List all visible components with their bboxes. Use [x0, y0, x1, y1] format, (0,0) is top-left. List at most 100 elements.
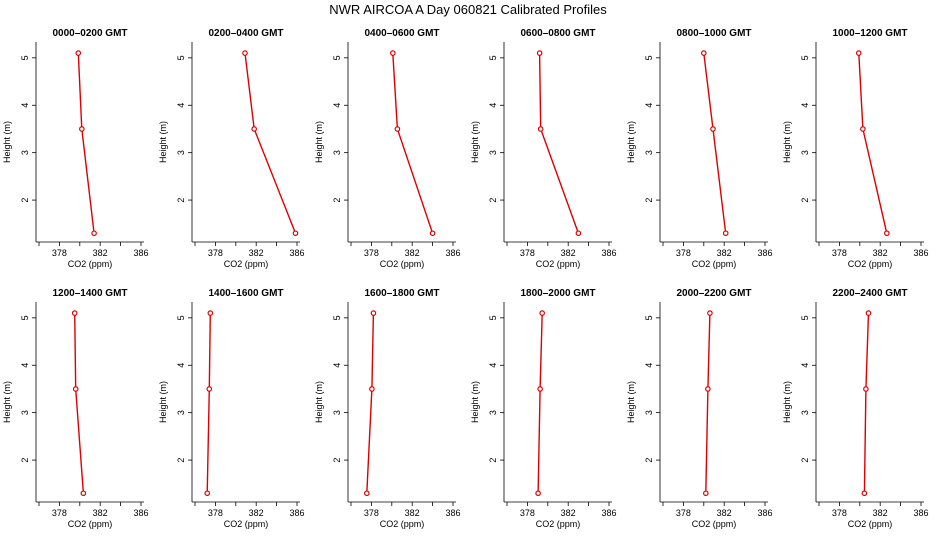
y-axis-label: Height (m) [626, 381, 636, 423]
y-tick-label: 2 [176, 198, 186, 203]
x-tick-label: 378 [676, 508, 691, 518]
panel-3: 0400–0600 GMT 378 382 386 2 3 4 5 CO2 (ppm) Heigh… [314, 28, 461, 269]
data-point [884, 230, 890, 237]
x-tick-label: 386 [913, 248, 928, 258]
panel-title: 0400–0600 GMT [364, 28, 439, 39]
panel-4: 0600–0800 GMT 378 382 386 2 3 4 5 CO2 (ppm) Heigh… [470, 28, 617, 269]
x-tick-label: 378 [520, 508, 535, 518]
data-point [91, 230, 97, 237]
y-tick-label: 3 [488, 150, 498, 155]
y-tick-label: 2 [644, 198, 654, 203]
y-tick-label: 2 [644, 458, 654, 463]
panel-title: 0200–0400 GMT [208, 28, 283, 39]
y-tick-label: 4 [488, 363, 498, 368]
y-tick-label: 5 [332, 55, 342, 60]
x-tick-label: 382 [561, 508, 576, 518]
profile-line [538, 53, 580, 234]
data-point [242, 50, 248, 56]
profile-line [244, 53, 297, 234]
x-tick-label: 386 [445, 508, 460, 518]
y-tick-label: 4 [800, 363, 810, 368]
panel-title: 1200–1400 GMT [52, 288, 127, 299]
data-point [575, 230, 582, 237]
panel-10: 1800–2000 GMT 378 382 386 2 3 4 5 CO2 (ppm) Heigh… [470, 288, 617, 529]
panel-1: 0000–0200 GMT 378 382 386 2 3 4 5 CO2 (ppm) Heigh… [2, 28, 149, 269]
x-axis-label: CO2 (ppm) [224, 519, 269, 529]
y-tick-label: 4 [20, 363, 30, 368]
data-point [707, 310, 713, 316]
y-axis-label: Height (m) [314, 381, 324, 423]
profile-line [366, 313, 375, 494]
y-tick-label: 4 [800, 103, 810, 108]
panel-title: 1600–1800 GMT [364, 288, 439, 299]
y-tick-label: 2 [488, 198, 498, 203]
y-tick-label: 5 [20, 315, 30, 320]
panel-12: 2200–2400 GMT 378 382 386 2 3 4 5 CO2 (ppm) Heigh… [782, 288, 929, 529]
data-point [79, 126, 85, 132]
x-tick-label: 378 [52, 248, 67, 258]
y-tick-label: 2 [332, 198, 342, 203]
x-axis-label: CO2 (ppm) [224, 259, 269, 269]
y-tick-label: 3 [644, 150, 654, 155]
panel-2: 0200–0400 GMT 378 382 386 2 3 4 5 CO2 (ppm) Heigh… [158, 28, 305, 269]
x-tick-label: 386 [289, 248, 304, 258]
data-point [703, 490, 709, 497]
data-point [394, 126, 401, 132]
y-tick-label: 2 [800, 458, 810, 463]
y-axis-label: Height (m) [2, 381, 12, 423]
y-tick-label: 5 [176, 315, 186, 320]
y-tick-label: 5 [488, 55, 498, 60]
x-tick-label: 382 [717, 248, 732, 258]
data-point [204, 490, 211, 497]
x-tick-label: 378 [832, 508, 847, 518]
y-axis-label: Height (m) [314, 121, 324, 163]
profile-line [703, 53, 727, 234]
data-point [855, 50, 862, 56]
x-axis-label: CO2 (ppm) [380, 519, 425, 529]
data-point [72, 386, 79, 392]
y-tick-label: 4 [176, 363, 186, 368]
data-point [207, 310, 214, 316]
y-axis-label: Height (m) [626, 121, 636, 163]
x-tick-label: 382 [249, 248, 264, 258]
data-point [539, 310, 545, 316]
y-tick-label: 5 [176, 55, 186, 60]
data-point [537, 126, 544, 132]
y-tick-label: 4 [20, 103, 30, 108]
x-tick-label: 386 [289, 508, 304, 518]
y-tick-label: 5 [20, 55, 30, 60]
panel-11: 2000–2200 GMT 378 382 386 2 3 4 5 CO2 (ppm) Heigh… [626, 288, 773, 529]
x-tick-label: 378 [520, 248, 535, 258]
x-tick-label: 386 [913, 508, 928, 518]
y-tick-label: 2 [488, 458, 498, 463]
data-point [390, 50, 396, 56]
y-tick-label: 3 [800, 410, 810, 415]
x-tick-label: 386 [601, 248, 616, 258]
panel-6: 1000–1200 GMT 378 382 386 2 3 4 5 CO2 (ppm) Heigh… [782, 28, 929, 269]
y-axis-label: Height (m) [470, 121, 480, 163]
panel-5: 0800–1000 GMT 378 382 386 2 3 4 5 CO2 (ppm) Heigh… [626, 28, 773, 269]
profile-line [858, 53, 888, 234]
y-tick-label: 2 [176, 458, 186, 463]
x-axis-label: CO2 (ppm) [380, 259, 425, 269]
y-tick-label: 5 [644, 315, 654, 320]
x-axis-label: CO2 (ppm) [848, 259, 893, 269]
x-tick-label: 382 [405, 248, 420, 258]
x-tick-label: 382 [717, 508, 732, 518]
y-tick-label: 5 [800, 55, 810, 60]
y-tick-label: 2 [20, 198, 30, 203]
y-tick-label: 3 [176, 150, 186, 155]
x-tick-label: 382 [873, 248, 888, 258]
panel-title: 1800–2000 GMT [520, 288, 595, 299]
x-tick-label: 378 [52, 508, 67, 518]
y-tick-label: 3 [20, 410, 30, 415]
x-axis-label: CO2 (ppm) [692, 259, 737, 269]
data-point [537, 386, 543, 392]
x-tick-label: 382 [873, 508, 888, 518]
y-axis-label: Height (m) [2, 121, 12, 163]
y-tick-label: 2 [20, 458, 30, 463]
y-axis-label: Height (m) [158, 121, 168, 163]
x-tick-label: 378 [364, 508, 379, 518]
data-point [370, 310, 377, 316]
